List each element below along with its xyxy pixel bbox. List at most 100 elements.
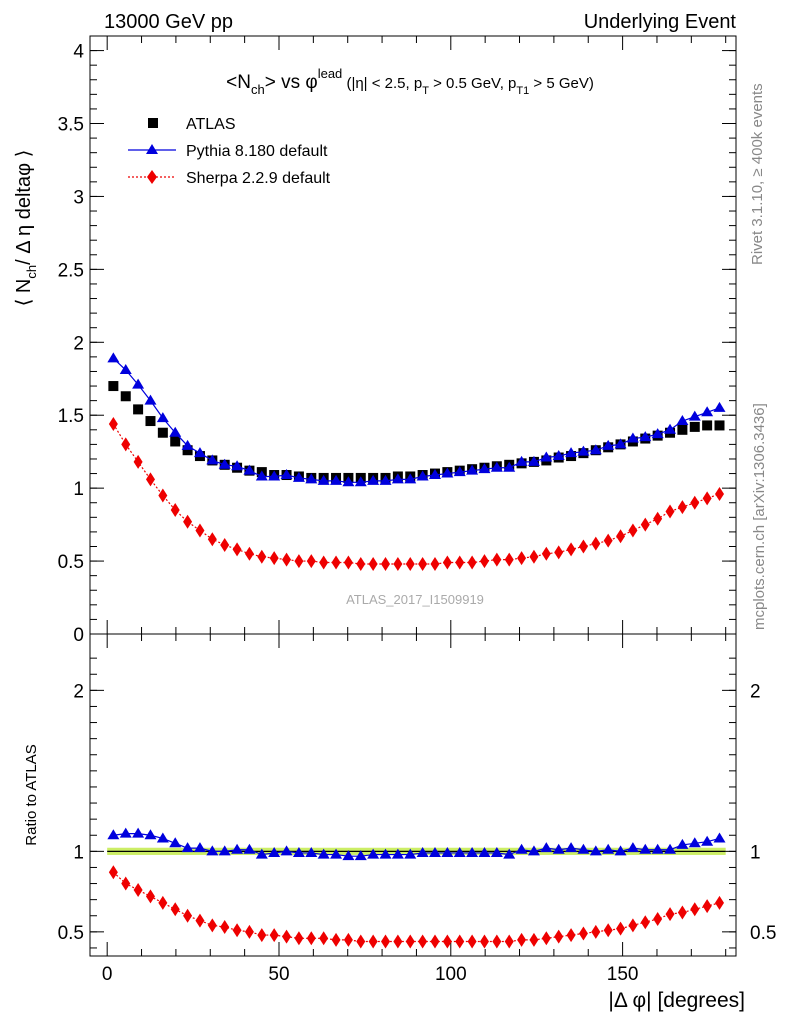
ratio-point-diamond	[145, 889, 155, 904]
ratio-point-diamond	[640, 915, 650, 930]
main-point-triangle	[527, 455, 540, 466]
main-line-triangle	[112, 357, 720, 483]
ratio-point-triangle	[206, 845, 219, 856]
ratio-ytick-label: 0.5	[58, 923, 84, 944]
main-point-diamond	[356, 556, 366, 571]
ratio-point-triangle	[255, 848, 268, 859]
main-ytick-label: 3	[73, 187, 84, 208]
ratio-point-triangle	[243, 843, 256, 854]
main-point-diamond	[282, 552, 292, 567]
ratio-point-diamond	[715, 895, 725, 910]
main-point-diamond	[702, 491, 712, 506]
ratio-ytick-label: 1	[73, 842, 84, 863]
ratio-point-triangle	[404, 848, 417, 859]
ratio-line-diamond	[112, 871, 720, 943]
ratio-point-triangle	[132, 827, 145, 838]
main-point-triangle	[540, 451, 553, 462]
ratio-point-triangle	[651, 843, 664, 854]
main-point-diamond	[195, 523, 205, 538]
ratio-point-diamond	[282, 929, 292, 944]
ratio-point-triangle	[367, 848, 380, 859]
ratio-point-diamond	[232, 923, 242, 938]
mcplots-label: mcplots.cern.ch [arXiv:1306.3436]	[751, 403, 768, 630]
ratio-point-diamond	[133, 882, 143, 897]
legend-marker-pythia	[146, 144, 158, 154]
main-point-diamond	[108, 416, 118, 431]
main-point-diamond	[381, 556, 391, 571]
ratio-ytick-label-right: 1	[750, 842, 761, 863]
main-point-diamond	[455, 555, 465, 570]
main-point-diamond	[121, 437, 131, 452]
ratio-ylabel: Ratio to ATLAS	[23, 744, 40, 845]
header-left: 13000 GeV pp	[104, 11, 233, 33]
ratio-point-triangle	[676, 838, 689, 849]
main-point-triangle	[330, 474, 343, 485]
main-point-diamond	[715, 486, 725, 501]
ratio-point-triangle	[515, 843, 528, 854]
main-point-triangle	[391, 473, 404, 484]
ratio-point-diamond	[269, 928, 279, 943]
ratio-point-diamond	[108, 865, 118, 880]
main-point-triangle	[317, 474, 330, 485]
analysis-annotation: ATLAS_2017_I1509919	[346, 592, 484, 607]
legend: ATLAS Pythia 8.180 default Sherpa 2.2.9 …	[128, 116, 331, 187]
ratio-point-triangle	[602, 843, 615, 854]
ratio-point-triangle	[614, 845, 627, 856]
main-point-triangle	[651, 428, 664, 439]
ratio-point-triangle	[441, 846, 454, 857]
x-tick-label: 100	[435, 964, 467, 985]
main-point-diamond	[677, 500, 687, 515]
main-point-square	[182, 445, 193, 456]
main-point-diamond	[541, 546, 551, 561]
main-point-diamond	[492, 552, 502, 567]
main-point-triangle	[589, 444, 602, 455]
main-point-triangle	[367, 474, 380, 485]
ratio-point-triangle	[490, 846, 503, 857]
main-point-square	[108, 381, 119, 392]
ratio-point-triangle	[478, 846, 491, 857]
main-point-diamond	[257, 549, 267, 564]
main-point-square	[145, 416, 156, 427]
ratio-point-triangle	[639, 843, 652, 854]
ratio-point-triangle	[268, 846, 281, 857]
main-point-triangle	[243, 464, 256, 475]
ratio-point-diamond	[257, 928, 267, 943]
main-point-triangle	[181, 439, 194, 450]
ratio-point-diamond	[591, 924, 601, 939]
main-point-triangle	[218, 458, 231, 469]
main-point-square	[677, 424, 688, 435]
main-point-diamond	[479, 554, 489, 569]
legend-marker-sherpa	[147, 170, 157, 184]
main-point-triangle	[676, 415, 689, 426]
ratio-point-triangle	[317, 848, 330, 859]
main-point-triangle	[713, 401, 726, 412]
ratio-point-triangle	[107, 829, 120, 840]
main-point-triangle	[565, 447, 578, 458]
ratio-point-diamond	[616, 921, 626, 936]
main-point-diamond	[244, 546, 254, 561]
main-point-diamond	[306, 554, 316, 569]
main-point-square	[689, 421, 700, 432]
ratio-point-triangle	[169, 837, 182, 848]
main-point-diamond	[183, 514, 193, 529]
ratio-point-diamond	[677, 905, 687, 920]
main-point-triangle	[503, 461, 516, 472]
ratio-point-triangle	[503, 848, 516, 859]
ratio-point-triangle	[713, 832, 726, 843]
main-point-diamond	[269, 551, 279, 566]
main-point-diamond	[207, 532, 217, 547]
main-point-triangle	[231, 460, 244, 471]
main-point-triangle	[466, 464, 479, 475]
ratio-point-diamond	[504, 934, 514, 949]
header-right: Underlying Event	[584, 11, 737, 33]
main-title: <Nch> vs φlead (|η| < 2.5, pT > 0.5 GeV,…	[226, 66, 594, 97]
x-tick-label: 0	[102, 964, 113, 985]
main-point-triangle	[107, 352, 120, 363]
main-point-triangle	[379, 474, 392, 485]
ratio-point-triangle	[330, 848, 343, 859]
ratio-point-diamond	[183, 908, 193, 923]
ratio-point-diamond	[356, 934, 366, 949]
main-point-triangle	[416, 470, 429, 481]
main-point-triangle	[441, 467, 454, 478]
